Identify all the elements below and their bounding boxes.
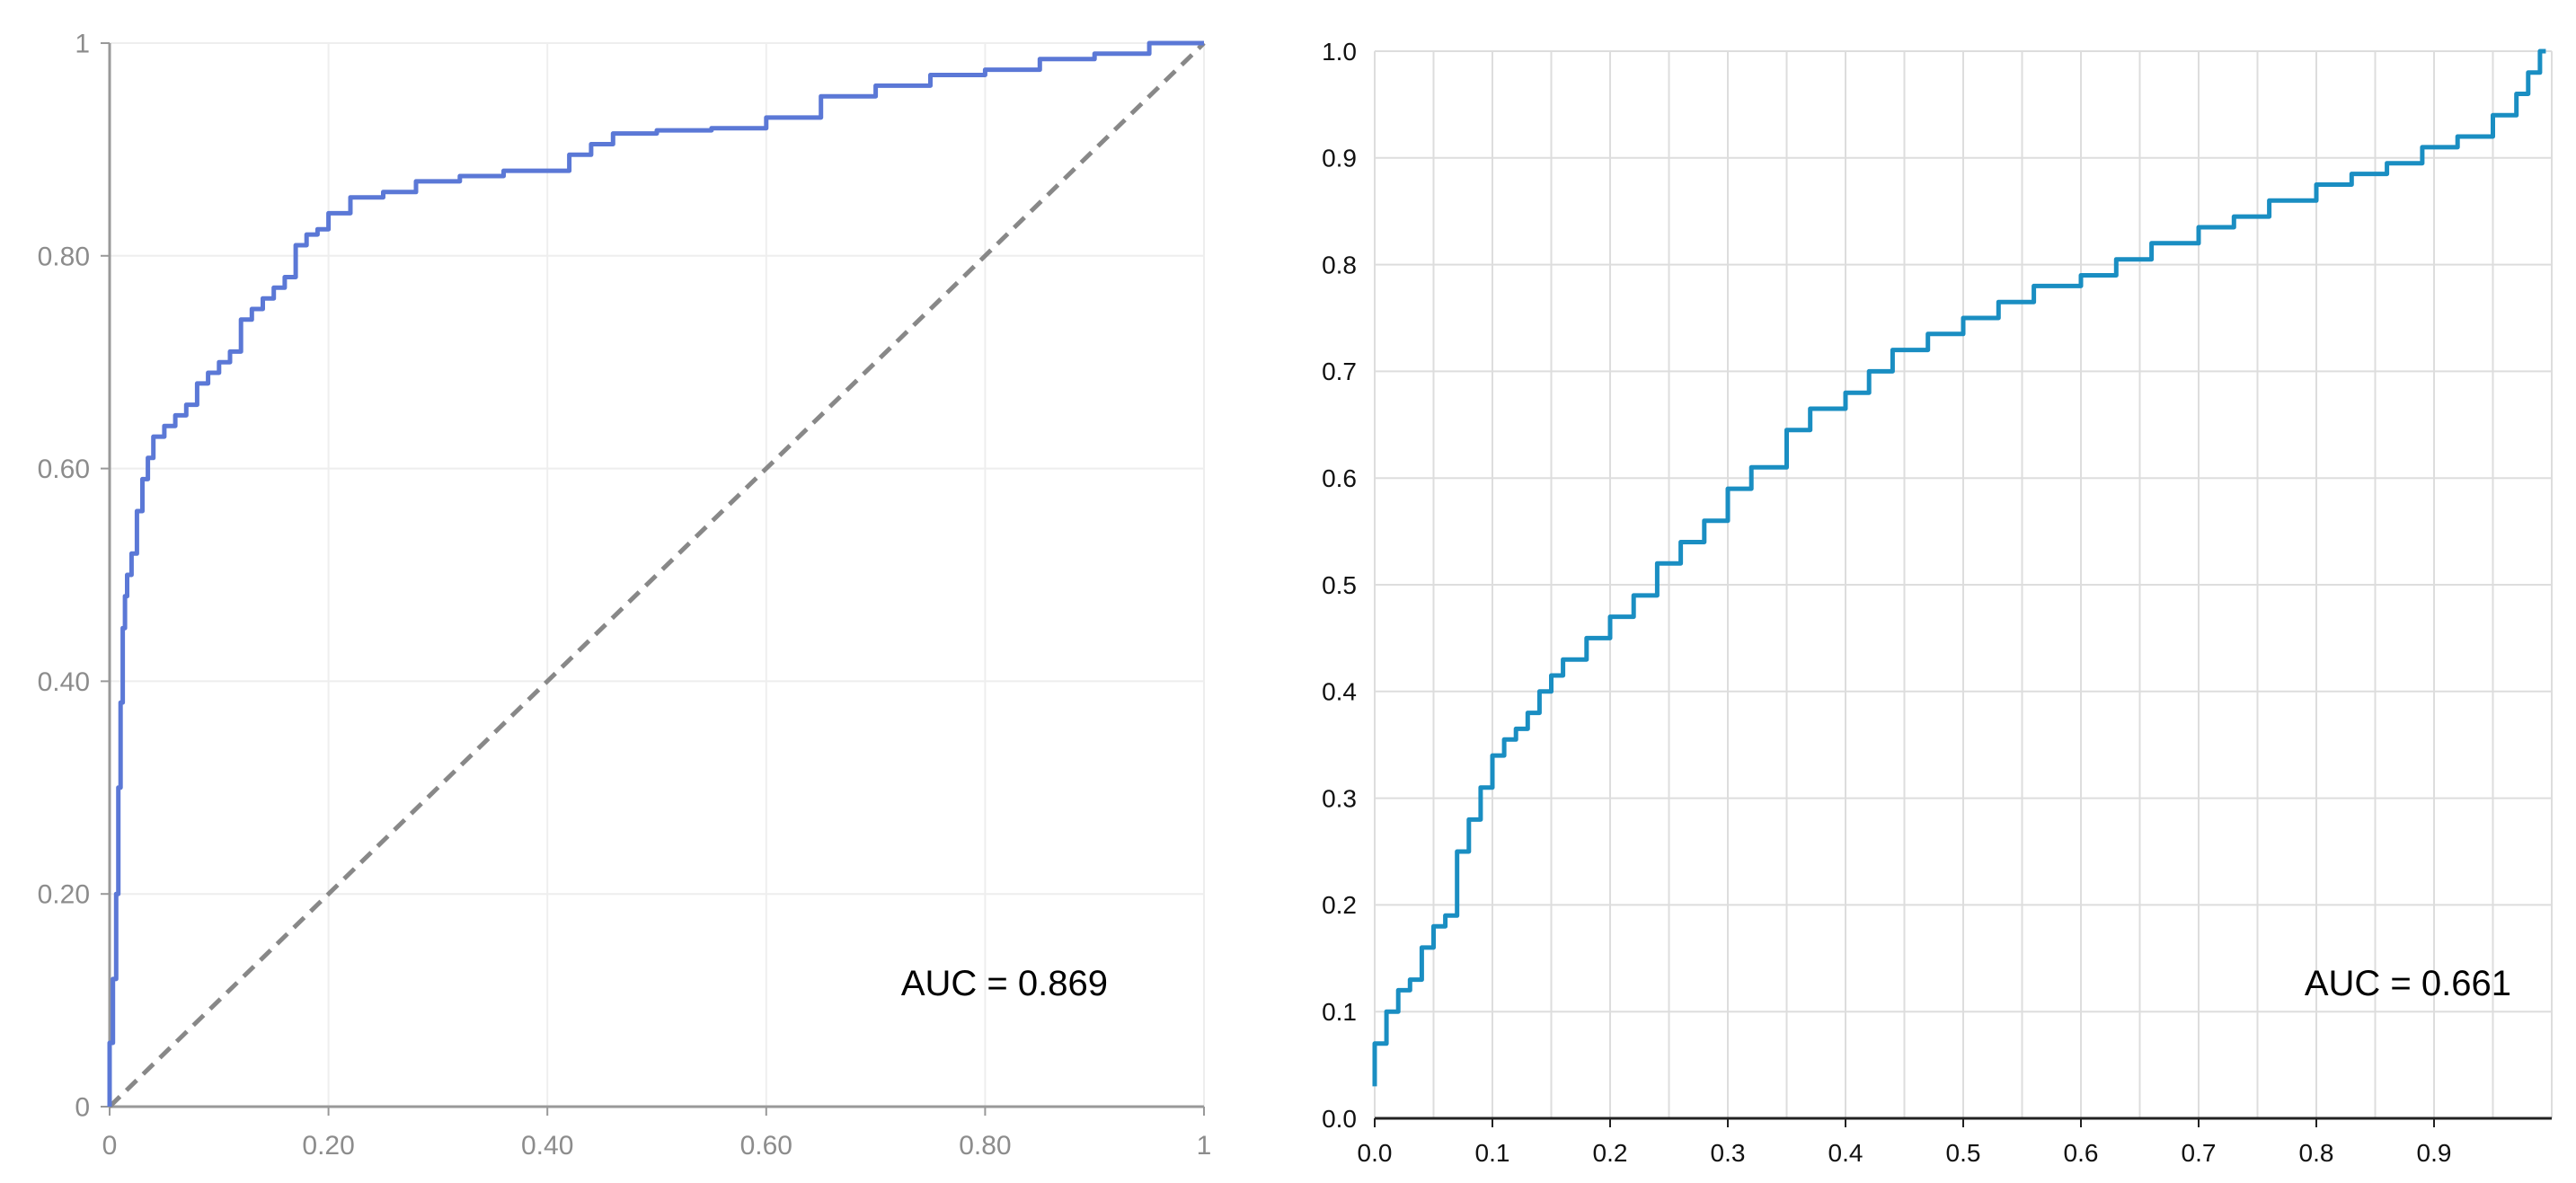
y-tick-label: 0.0 — [1322, 1105, 1357, 1133]
auc-annotation: AUC = 0.661 — [2305, 964, 2511, 1003]
y-tick-label: 1 — [75, 30, 90, 59]
roc-curve — [1372, 49, 2546, 1087]
y-tick-label: 0.60 — [38, 455, 90, 484]
y-tick-label: 0.20 — [38, 880, 90, 910]
roc-chart-right: 0.0 0.1 0.2 0.3 0.4 0.5 0.6 0.7 0.8 0.9 0.0 0.1 0.2 0… — [1322, 38, 2553, 1167]
roc-chart-left: 0 0.20 0.40 0.60 0.80 1 0 0.20 0.40 0.60 0.80 1 AUC … — [38, 30, 1212, 1161]
x-tick-label: 0.80 — [959, 1131, 1011, 1161]
x-tick-label: 0 — [102, 1131, 118, 1161]
grid — [109, 42, 1205, 1108]
y-tick-label: 0.8 — [1322, 251, 1357, 278]
reference-diagonal-line — [108, 41, 1206, 1108]
x-tick-label: 0.40 — [521, 1131, 573, 1161]
y-tick-label: 0.6 — [1322, 464, 1357, 492]
x-tick-label: 0.20 — [302, 1131, 354, 1161]
y-tick-label: 0.80 — [38, 242, 90, 271]
x-tick-label: 0.2 — [1593, 1139, 1628, 1167]
x-tick-label: 0.7 — [2182, 1139, 2217, 1167]
auc-annotation: AUC = 0.869 — [901, 964, 1108, 1003]
x-tick-label: 1 — [1197, 1131, 1212, 1161]
y-tick-label: 0.7 — [1322, 358, 1357, 385]
y-tick-label: 0.2 — [1322, 891, 1357, 919]
x-tick-label: 0.1 — [1475, 1139, 1510, 1167]
x-tick-label: 0.5 — [1946, 1139, 1981, 1167]
x-tick-label: 0.8 — [2299, 1139, 2334, 1167]
y-tick-label: 0.4 — [1322, 678, 1357, 706]
grid — [1374, 50, 2553, 1119]
x-tick-label: 0.3 — [1711, 1139, 1746, 1167]
y-tick-label: 0 — [75, 1093, 90, 1123]
x-tick-label: 0.9 — [2417, 1139, 2452, 1167]
x-tick-label: 0.0 — [1358, 1139, 1393, 1167]
y-tick-label: 0.5 — [1322, 571, 1357, 599]
y-tick-label: 0.40 — [38, 667, 90, 697]
y-tick-label: 0.9 — [1322, 145, 1357, 172]
y-tick-label: 0.1 — [1322, 998, 1357, 1026]
y-tick-label: 0.3 — [1322, 784, 1357, 812]
x-tick-label: 0.60 — [740, 1131, 792, 1161]
x-tick-label: 0.4 — [1828, 1139, 1863, 1167]
roc-curve — [107, 40, 1204, 1107]
y-tick-label: 1.0 — [1322, 38, 1357, 66]
x-tick-label: 0.6 — [2064, 1139, 2099, 1167]
